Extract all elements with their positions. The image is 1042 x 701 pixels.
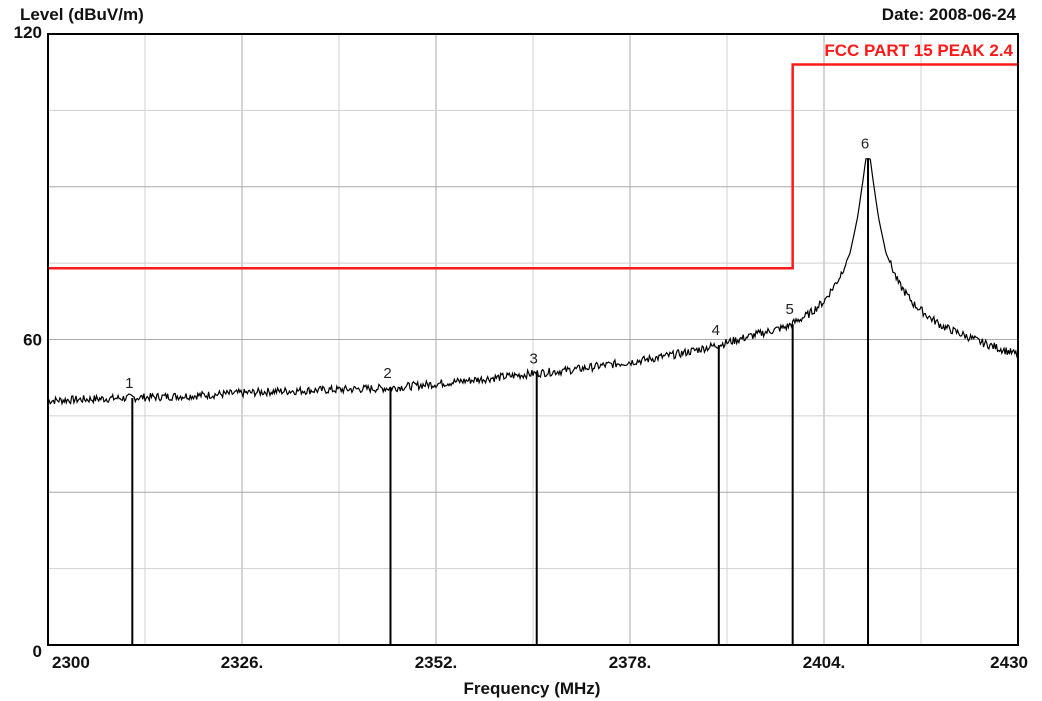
markers-group: 1 2 3 4 5 6 xyxy=(125,136,869,645)
y-tick-label: 120 xyxy=(14,23,42,42)
x-tick-label: 2430 xyxy=(990,653,1028,672)
marker-label-3: 3 xyxy=(530,351,538,368)
date-label: Date: 2008-06-24 xyxy=(882,5,1017,24)
limit-line-group xyxy=(48,63,1018,270)
y-tick-label: 0 xyxy=(33,642,42,661)
marker-label-6: 6 xyxy=(861,136,869,153)
plot-frame xyxy=(47,33,1019,646)
marker-label-2: 2 xyxy=(383,365,391,382)
x-axis-label: Frequency (MHz) xyxy=(464,679,601,698)
marker-label-4: 4 xyxy=(712,322,720,339)
limit-line xyxy=(48,63,1018,270)
x-tick-label: 2300 xyxy=(52,653,90,672)
measurement-trace xyxy=(47,158,1019,406)
tick-labels: 2300 2326. 2352. 2378. 2404. 2430 0 60 120 xyxy=(14,23,1028,672)
grid xyxy=(48,34,1018,645)
marker-label-1: 1 xyxy=(125,375,133,392)
y-axis-label: Level (dBuV/m) xyxy=(20,5,144,24)
x-tick-label: 2404. xyxy=(803,653,846,672)
x-tick-label: 2352. xyxy=(415,653,458,672)
limit-line-label: FCC PART 15 PEAK 2.4 xyxy=(824,41,1013,60)
marker-label-5: 5 xyxy=(785,301,793,318)
x-tick-label: 2326. xyxy=(221,653,264,672)
y-tick-label: 60 xyxy=(23,331,42,350)
x-tick-label: 2378. xyxy=(609,653,652,672)
trace-group xyxy=(47,158,1019,406)
